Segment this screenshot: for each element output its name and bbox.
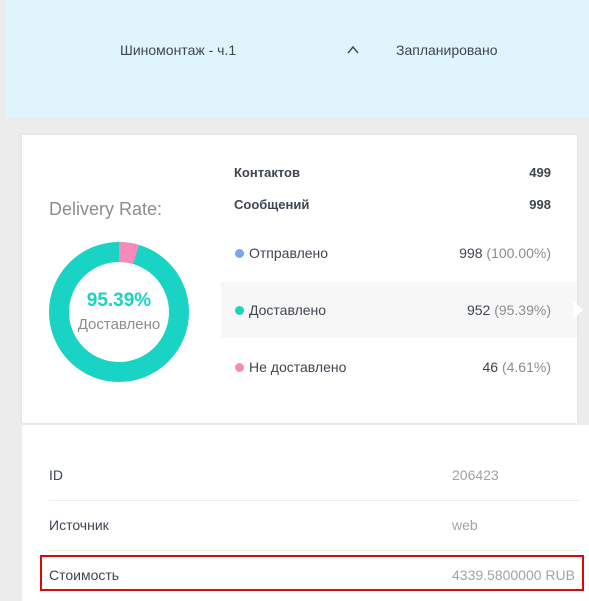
messages-summary: Сообщений 998 xyxy=(234,197,551,212)
detail-value: 4339.5800000 RUB xyxy=(452,567,575,583)
delivery-rate-label: Доставлено xyxy=(77,316,161,333)
detail-value: 206423 xyxy=(452,467,499,483)
stat-row-delivered[interactable]: Доставлено 952 (95.39%) xyxy=(221,282,577,338)
detail-value: web xyxy=(452,517,478,533)
delivery-donut-chart xyxy=(49,242,189,382)
delivery-stats-card: Delivery Rate: 95.39% Доставлено Контакт… xyxy=(22,135,583,423)
detail-label: Стоимость xyxy=(49,567,120,583)
sent-legend-dot xyxy=(235,249,244,258)
stat-row-not-delivered[interactable]: Не доставлено 46 (4.61%) xyxy=(221,339,577,395)
campaign-name: Шиномонтаж - ч.1 xyxy=(120,42,237,58)
stat-value: 46 (4.61%) xyxy=(482,359,552,375)
delivery-rate-title: Delivery Rate: xyxy=(49,199,163,219)
delivery-rate-percent: 95.39% xyxy=(86,290,152,311)
contacts-label: Контактов xyxy=(234,165,300,180)
stat-label: Не доставлено xyxy=(249,359,347,375)
not-delivered-legend-dot xyxy=(235,363,244,372)
donut-not-delivered-segment xyxy=(49,242,189,382)
contacts-summary: Контактов 499 xyxy=(234,165,551,180)
chevron-up-icon[interactable] xyxy=(346,43,360,57)
cost-highlight-box xyxy=(40,555,584,591)
campaign-details-card: ID 206423 Источник web Стоимость 4339.58… xyxy=(22,425,589,601)
pointer-arrow-icon xyxy=(573,301,583,319)
stat-value: 998 (100.00%) xyxy=(459,245,551,261)
stat-label: Доставлено xyxy=(249,302,327,318)
contacts-value: 499 xyxy=(529,165,551,180)
messages-label: Сообщений xyxy=(234,197,310,212)
detail-label: ID xyxy=(49,467,63,483)
detail-row-cost: Стоимость 4339.5800000 RUB xyxy=(49,551,579,600)
campaign-status: Запланировано xyxy=(396,42,498,58)
detail-row-id: ID 206423 xyxy=(49,451,579,501)
donut-delivered-segment xyxy=(49,242,189,382)
campaign-header-row[interactable]: Шиномонтаж - ч.1 Запланировано xyxy=(6,0,589,118)
stat-label: Отправлено xyxy=(249,245,329,261)
stat-value: 952 (95.39%) xyxy=(466,302,551,318)
messages-value: 998 xyxy=(529,197,551,212)
stat-row-sent[interactable]: Отправлено 998 (100.00%) xyxy=(221,225,577,281)
delivered-legend-dot xyxy=(235,306,244,315)
detail-row-source: Источник web xyxy=(49,501,579,551)
detail-label: Источник xyxy=(49,517,109,533)
